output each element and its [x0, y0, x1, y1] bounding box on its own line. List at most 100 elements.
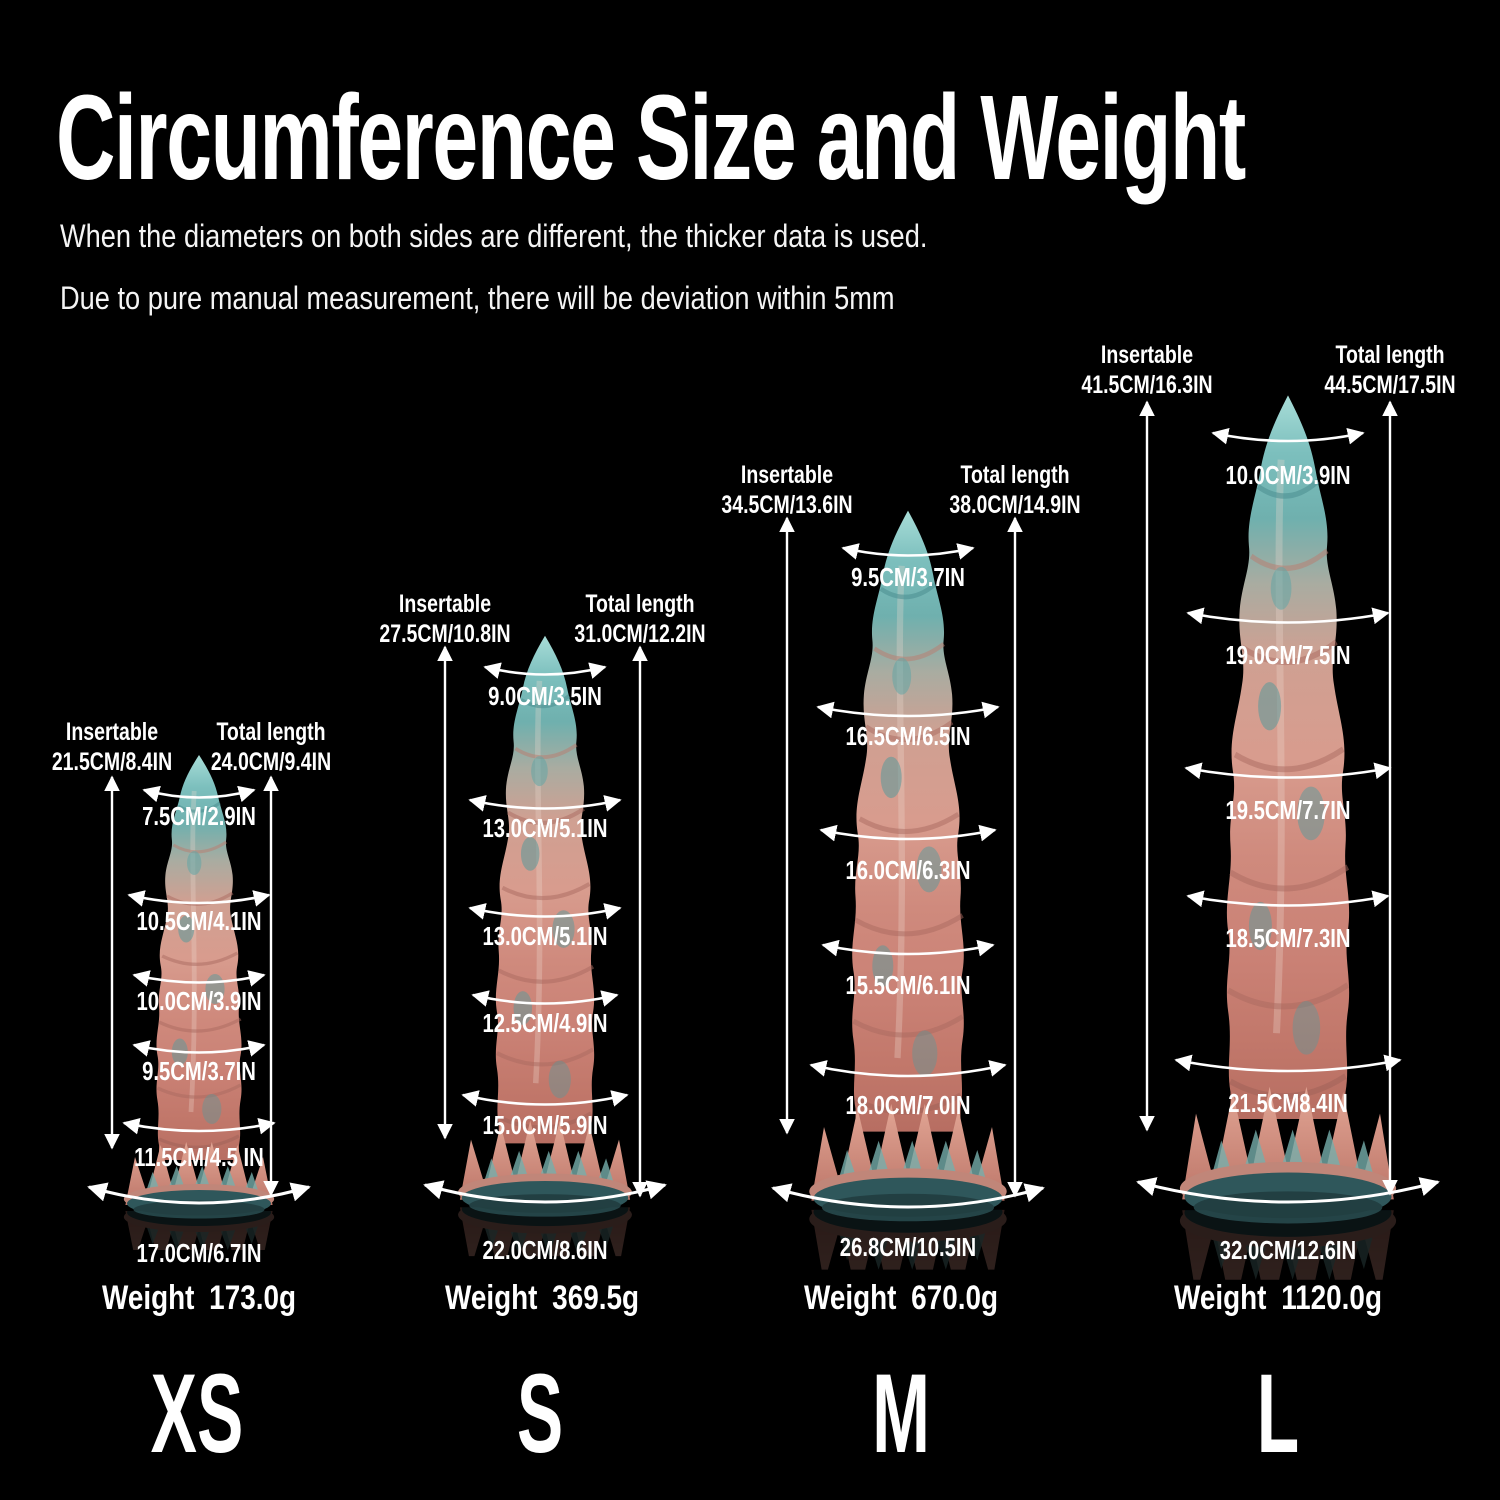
circumference-arrow: [132, 1040, 266, 1057]
subtitle-1: When the diameters on both sides are dif…: [60, 218, 928, 254]
circumference-value: 21.5CM8.4IN: [1228, 1088, 1348, 1118]
insertable-caption: Insertable: [740, 461, 834, 489]
page-title: Circumference Size and Weight: [56, 69, 1246, 205]
weight-row: Weight 369.5g: [445, 1279, 639, 1318]
circumference-value: 12.5CM/4.9IN: [482, 1008, 608, 1038]
subtitle-2: Due to pure manual measurement, there wi…: [60, 280, 895, 316]
circumference-arrow: [841, 543, 975, 560]
insertable-label: Insertable 27.5CM/10.8IN: [379, 589, 510, 649]
insertable-value: 21.5CM/8.4IN: [51, 748, 173, 776]
weight-value: 173.0g: [209, 1279, 296, 1317]
circumference-arrow: [1174, 1054, 1402, 1073]
circumference-value: 9.0CM/3.5IN: [488, 681, 602, 711]
circumference-value: 16.0CM/6.3IN: [845, 855, 971, 885]
insertable-value: 41.5CM/16.3IN: [1081, 371, 1213, 399]
size-name: M: [872, 1351, 930, 1476]
circumference-arrow: [122, 1117, 276, 1135]
circumference-arrow: [142, 785, 256, 803]
size-column-s: Insertable 27.5CM/10.8IN Total length 31…: [379, 565, 710, 1495]
circumference-arrow: [468, 903, 622, 920]
circumference-value: 15.0CM/5.9IN: [482, 1110, 608, 1140]
circumference-value: 13.0CM/5.1IN: [482, 921, 608, 951]
s-art: [423, 565, 667, 1495]
insertable-value: 34.5CM/13.6IN: [721, 491, 853, 519]
circumference-arrow: [132, 970, 266, 987]
circumference-value: 10.0CM/3.9IN: [1225, 460, 1351, 490]
total-length-caption: Total length: [585, 590, 695, 618]
weight-row: Weight 173.0g: [102, 1279, 296, 1318]
base-circumference-value: 17.0CM/6.7IN: [136, 1238, 262, 1268]
circumference-arrow: [471, 990, 619, 1007]
total-length-value: 38.0CM/14.9IN: [949, 491, 1081, 519]
circumference-value: 18.0CM/7.0IN: [845, 1090, 971, 1120]
circumference-arrow: [1186, 607, 1390, 625]
circumference-arrow: [127, 890, 271, 907]
l-art: [1136, 320, 1440, 1500]
circumference-arrow: [461, 1090, 629, 1107]
circumference-arrow: [483, 662, 607, 679]
circumference-value: 16.5CM/6.5IN: [845, 721, 971, 751]
circumference-value: 7.5CM/2.9IN: [142, 801, 256, 831]
circumference-arrow: [1184, 762, 1392, 780]
circumference-value: 18.5CM/7.3IN: [1225, 923, 1351, 953]
circumference-value: 10.0CM/3.9IN: [136, 986, 262, 1016]
circumference-value: 9.5CM/3.7IN: [142, 1056, 256, 1086]
base-circumference-value: 22.0CM/8.6IN: [482, 1235, 608, 1265]
total-length-label: Total length 31.0CM/12.2IN: [574, 589, 705, 649]
circumference-arrow: [1211, 427, 1365, 445]
circumference-value: 19.0CM/7.5IN: [1225, 640, 1351, 670]
xs-art: [87, 695, 311, 1495]
insertable-caption: Insertable: [65, 718, 159, 746]
circumference-arrow: [821, 939, 995, 957]
circumference-value: 15.5CM/6.1IN: [845, 970, 971, 1000]
circumference-value: 10.5CM/4.1IN: [136, 906, 262, 936]
m-art: [771, 440, 1045, 1495]
total-length-caption: Total length: [1335, 341, 1445, 369]
total-length-value: 44.5CM/17.5IN: [1324, 371, 1456, 399]
base-circumference-value: 32.0CM/12.6IN: [1219, 1235, 1357, 1265]
circumference-value: 11.5CM/4.5 IN: [134, 1142, 264, 1172]
circumference-value: 19.5CM/7.7IN: [1225, 795, 1351, 825]
weight-label: Weight: [102, 1279, 195, 1317]
total-length-label: Total length 44.5CM/17.5IN: [1324, 340, 1455, 400]
weight-value: 369.5g: [552, 1279, 639, 1317]
size-column-m: Insertable 34.5CM/13.6IN Total length 38…: [721, 440, 1081, 1495]
total-length-caption: Total length: [960, 461, 1070, 489]
circumference-value: 9.5CM/3.7IN: [851, 562, 965, 592]
base-circumference-arrow: [87, 1182, 311, 1205]
insertable-value: 27.5CM/10.8IN: [379, 620, 511, 648]
base-circumference-value: 26.8CM/10.5IN: [839, 1232, 977, 1262]
insertable-caption: Insertable: [398, 590, 492, 618]
weight-label: Weight: [1174, 1279, 1267, 1317]
circumference-arrow: [809, 1060, 1007, 1078]
weight-label: Weight: [804, 1279, 897, 1317]
circumference-value: 13.0CM/5.1IN: [482, 813, 608, 843]
weight-label: Weight: [445, 1279, 538, 1317]
total-length-value: 24.0CM/9.4IN: [210, 748, 332, 776]
base-circumference-arrow: [1136, 1177, 1440, 1204]
size-name: XS: [150, 1351, 244, 1476]
base-circumference-arrow: [423, 1180, 667, 1204]
insertable-label: Insertable 41.5CM/16.3IN: [1081, 340, 1212, 400]
weight-value: 670.0g: [911, 1279, 998, 1317]
insertable-caption: Insertable: [1100, 341, 1194, 369]
size-column-l: Insertable 41.5CM/16.3IN Total length 44…: [1081, 320, 1470, 1500]
weight-row: Weight 670.0g: [804, 1279, 998, 1318]
circumference-arrow: [1186, 890, 1390, 908]
size-column-xs: Insertable 21.5CM/8.4IN Total length 24.…: [40, 695, 360, 1495]
circumference-arrow: [819, 824, 997, 842]
total-length-label: Total length 24.0CM/9.4IN: [211, 717, 331, 777]
insertable-label: Insertable 34.5CM/13.6IN: [721, 460, 852, 520]
circumference-arrow: [816, 701, 1000, 719]
weight-row: Weight 1120.0g: [1174, 1279, 1382, 1318]
size-name: L: [1256, 1351, 1300, 1476]
base-circumference-arrow: [771, 1183, 1045, 1209]
total-length-value: 31.0CM/12.2IN: [574, 620, 706, 648]
size-name: S: [516, 1351, 564, 1476]
total-length-label: Total length 38.0CM/14.9IN: [949, 460, 1080, 520]
circumference-arrow: [468, 795, 622, 812]
weight-value: 1120.0g: [1281, 1279, 1382, 1317]
total-length-caption: Total length: [216, 718, 326, 746]
insertable-label: Insertable 21.5CM/8.4IN: [52, 717, 172, 777]
